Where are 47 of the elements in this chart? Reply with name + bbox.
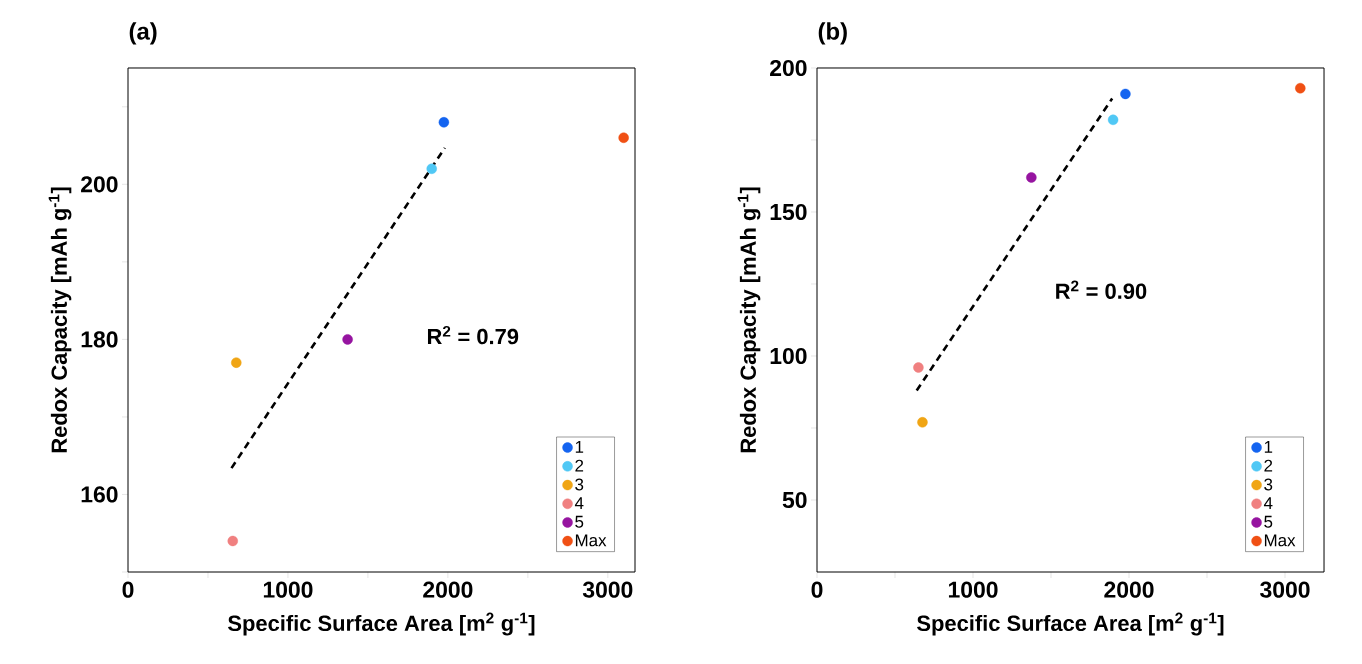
legend-label: 5	[1264, 515, 1273, 528]
point	[227, 535, 238, 547]
legend-label: 3	[1264, 478, 1273, 491]
point	[438, 117, 450, 128]
y-tick-label: 160	[81, 486, 118, 503]
point	[1295, 82, 1306, 94]
point	[1120, 88, 1131, 100]
point	[917, 417, 928, 428]
legend-label: 3	[575, 478, 584, 491]
legend-label: Max	[575, 534, 607, 547]
x-tick-label: 1000	[263, 581, 313, 598]
y-axis-title: Redox Capacity [mAh g$^{-1}$]	[737, 187, 761, 453]
y-tick-label: 150	[770, 203, 807, 221]
x-tick-label: 1000	[948, 581, 998, 598]
chart-title: (b)	[818, 22, 847, 45]
legend-label: 5	[575, 515, 584, 528]
annotation: R$^{2}$ = 0.90	[1056, 280, 1147, 299]
x-tick-label: 0	[811, 581, 823, 598]
legend-label: 4	[1263, 497, 1273, 509]
x-axis-title: Specific Surface Area [m$^{2}$ g$^{-1}$]	[228, 612, 535, 636]
legend-label: 1	[575, 441, 584, 453]
point	[342, 334, 353, 345]
legend-label: 4	[574, 497, 584, 509]
x-axis-title: Specific Surface Area [m$^{2}$ g$^{-1}$]	[917, 612, 1224, 636]
legend-label: 2	[575, 459, 584, 472]
x-tick-label: 0	[122, 581, 134, 598]
x-tick-label: 3000	[1260, 581, 1310, 598]
point	[1026, 172, 1037, 183]
x-tick-label: 2000	[423, 581, 473, 598]
y-tick-label: 100	[770, 347, 807, 365]
y-axis-title: Redox Capacity [mAh g$^{-1}$]	[48, 187, 72, 453]
annotation: R$^{2}$ = 0.79	[427, 325, 519, 345]
x-tick-label: 2000	[1104, 581, 1154, 598]
legend-label: 2	[1264, 459, 1273, 472]
legend-label: 1	[1264, 441, 1273, 453]
point	[231, 357, 242, 368]
chart-title: (a)	[129, 22, 157, 45]
y-tick-label: 200	[81, 176, 118, 193]
point	[1107, 114, 1119, 126]
y-tick-label: 180	[81, 331, 118, 348]
point	[426, 163, 437, 174]
point	[913, 362, 924, 373]
y-tick-label: 200	[770, 59, 807, 77]
legend-label: Max	[1264, 534, 1296, 547]
y-tick-label: 50	[782, 491, 807, 509]
x-tick-label: 3000	[582, 581, 633, 598]
point	[618, 132, 629, 143]
